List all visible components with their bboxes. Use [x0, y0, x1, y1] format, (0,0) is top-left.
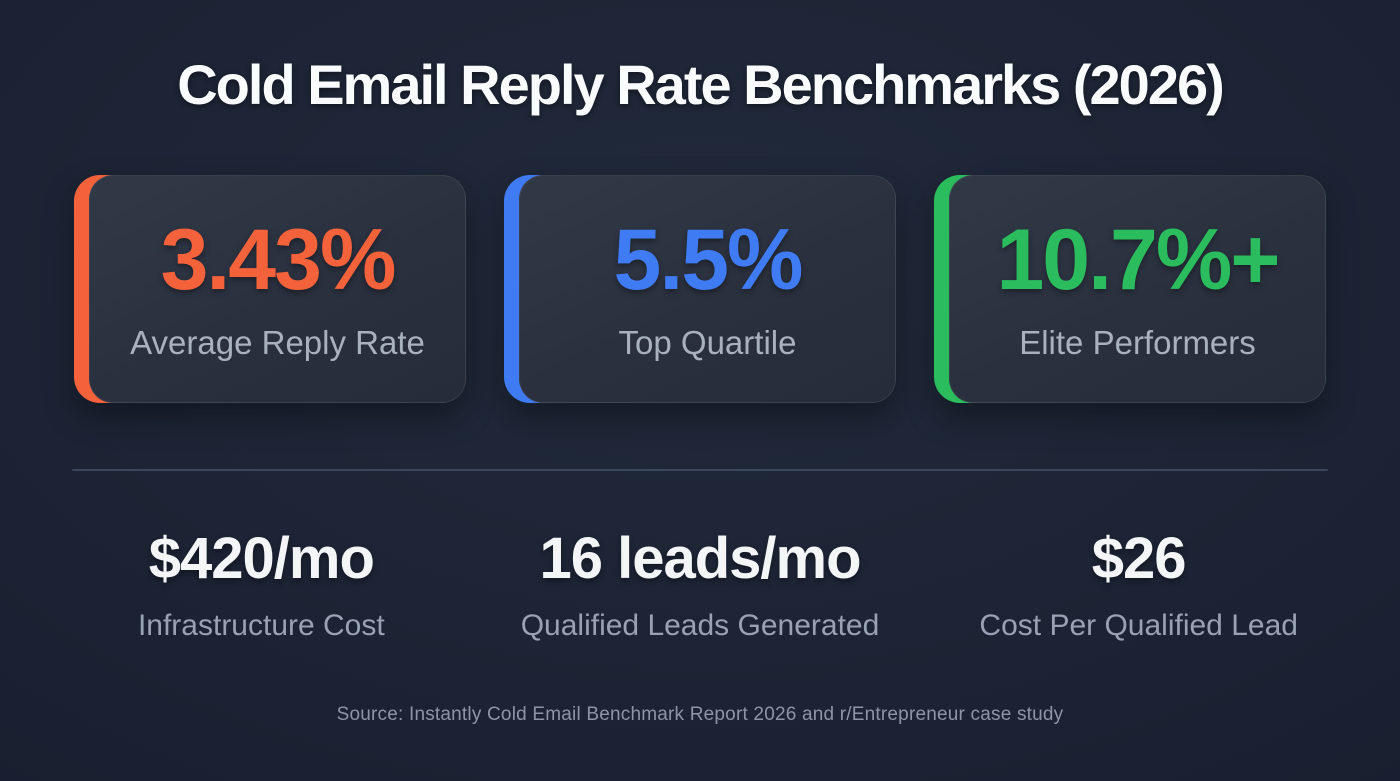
stat-value: 16 leads/mo [539, 526, 861, 591]
benchmark-card-average-reply-rate: 3.43% Average Reply Rate [74, 175, 466, 403]
stat-value: $26 [1091, 526, 1187, 591]
card-body: 5.5% Top Quartile [519, 175, 896, 403]
benchmark-value: 5.5% [613, 211, 803, 308]
benchmark-label: Elite Performers [1019, 323, 1256, 361]
benchmark-card-elite-performers: 10.7%+ Elite Performers [934, 175, 1326, 403]
benchmark-value: 10.7%+ [996, 211, 1280, 308]
page-title: Cold Email Reply Rate Benchmarks (2026) [177, 53, 1225, 116]
stat-cost-per-lead: $26 Cost Per Qualified Lead [919, 527, 1358, 642]
card-body: 3.43% Average Reply Rate [89, 175, 466, 403]
benchmark-label: Top Quartile [618, 323, 797, 361]
stat-label: Cost Per Qualified Lead [979, 608, 1298, 642]
benchmark-cards-row: 3.43% Average Reply Rate 5.5% Top Quarti… [0, 175, 1400, 403]
stat-infrastructure-cost: $420/mo Infrastructure Cost [42, 527, 481, 642]
infographic-root: Cold Email Reply Rate Benchmarks (2026) … [0, 53, 1400, 725]
stat-label: Qualified Leads Generated [520, 608, 880, 642]
stat-value: $420/mo [148, 526, 375, 591]
benchmark-value: 3.43% [160, 211, 397, 308]
benchmark-label: Average Reply Rate [130, 323, 425, 361]
card-body: 10.7%+ Elite Performers [949, 175, 1326, 403]
stat-qualified-leads: 16 leads/mo Qualified Leads Generated [481, 527, 920, 642]
source-attribution: Source: Instantly Cold Email Benchmark R… [336, 703, 1064, 725]
horizontal-divider [72, 469, 1328, 471]
economics-stats-row: $420/mo Infrastructure Cost 16 leads/mo … [0, 527, 1400, 642]
stat-label: Infrastructure Cost [137, 608, 385, 642]
benchmark-card-top-quartile: 5.5% Top Quartile [504, 175, 896, 403]
